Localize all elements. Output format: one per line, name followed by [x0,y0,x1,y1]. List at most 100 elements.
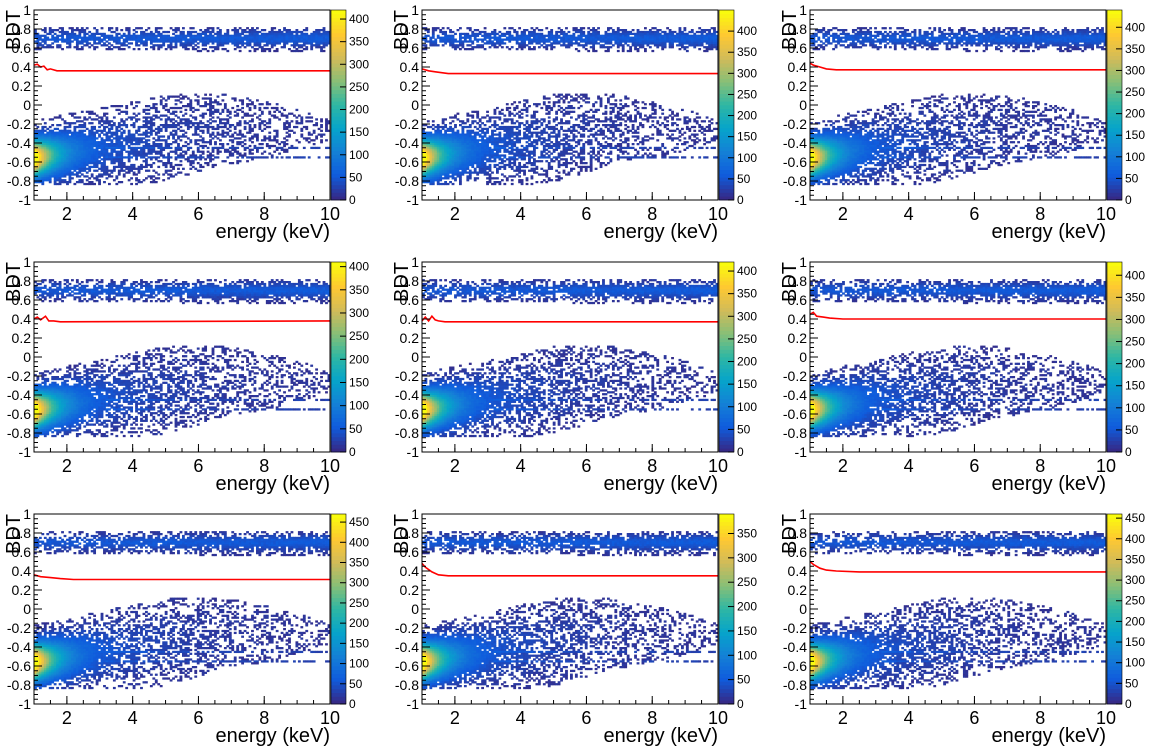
heatmap-cell [317,46,321,49]
heatmap-cell [431,154,435,157]
heatmap-cell [186,42,190,45]
heatmap-cell [493,32,497,36]
heatmap-cell [434,163,438,167]
heatmap-cell [211,137,215,140]
heatmap-cell [446,146,450,150]
heatmap-cell [184,108,188,112]
heatmap-cell [505,177,509,180]
heatmap-cell [38,36,42,39]
heatmap-cell [466,112,470,115]
heatmap-cell [545,46,549,49]
heatmap-cell [68,112,72,115]
heatmap-cell [137,179,141,182]
heatmap-cell [221,40,225,43]
heatmap-cell [179,30,183,34]
heatmap-cell [236,124,240,127]
heatmap-cell [265,32,269,36]
heatmap-cell [451,34,455,37]
heatmap-cell [182,95,185,98]
heatmap-cell [85,143,89,146]
heatmap-cell [288,30,291,34]
heatmap-cell [449,154,452,157]
heatmap-cell [424,167,428,170]
heatmap-cell [547,97,551,100]
heatmap-cell [528,129,531,132]
heatmap-cell [436,150,440,153]
heatmap-cell [152,146,156,150]
heatmap-cell [48,156,52,159]
heatmap-cell [290,40,294,43]
heatmap-cell [105,171,109,174]
heatmap-cell [515,154,519,157]
heatmap-cell [493,38,497,41]
heatmap-cell [78,133,82,136]
heatmap-cell [439,133,443,136]
heatmap-cell [140,42,143,45]
heatmap-cell [172,40,175,43]
heatmap-cell [103,44,106,47]
heatmap-cell [223,48,227,51]
heatmap-cell [283,144,286,148]
heatmap-cell [112,40,116,43]
heatmap-cell [552,46,556,49]
colorbar-step [331,17,346,22]
heatmap-cell [110,139,114,142]
heatmap-cell [251,27,254,30]
heatmap-cell [184,42,188,45]
heatmap-cell [542,127,546,131]
heatmap-cell [471,146,475,150]
heatmap-cell [36,129,40,132]
heatmap-cell [297,40,301,43]
heatmap-cell [520,122,524,125]
heatmap-cell [307,156,311,159]
heatmap-cell [471,141,475,144]
heatmap-cell [53,162,57,165]
heatmap-cell [142,144,146,148]
heatmap-cell [233,30,237,34]
heatmap-cell [248,42,252,45]
heatmap-cell [194,127,198,131]
heatmap-cell [449,181,452,184]
heatmap-cell [174,99,178,102]
heatmap-cell [66,40,69,43]
heatmap-cell [246,105,249,108]
heatmap-cell [454,44,457,47]
heatmap-cell [145,42,148,45]
heatmap-cell [226,120,230,123]
heatmap-cell [186,118,190,121]
heatmap-cell [520,46,524,49]
heatmap-cell [468,173,472,176]
heatmap-cell [478,46,482,49]
heatmap-cell [508,165,512,169]
heatmap-cell [488,32,492,36]
heatmap-cell [43,27,47,30]
heatmap-cell [100,169,104,172]
heatmap-cell [182,154,185,157]
heatmap-cell [491,150,494,153]
y-tick-label: -0.6 [7,154,31,170]
heatmap-cell [90,38,94,41]
heatmap-cell [154,152,158,155]
heatmap-cell [503,38,507,41]
heatmap-cell [493,129,497,132]
heatmap-cell [110,171,114,174]
heatmap-cell [162,135,166,138]
heatmap-cell [461,163,465,167]
heatmap-cell [53,131,57,134]
heatmap-cell [154,143,158,146]
heatmap-cell [456,131,460,134]
x-axis: 2 4 6 8 10 [33,192,340,224]
colorbar-step [331,13,346,18]
heatmap-cell [204,125,208,129]
heatmap-cell [48,152,52,155]
heatmap-cell [236,150,240,153]
heatmap-cell [169,124,173,127]
heatmap-cell [63,171,67,174]
heatmap-cell [53,146,57,150]
heatmap-cell [142,120,146,123]
heatmap-cell [550,127,554,131]
heatmap-cell [253,34,257,37]
heatmap-cell [454,125,457,129]
heatmap-cell [320,124,323,127]
heatmap-cell [132,124,136,127]
